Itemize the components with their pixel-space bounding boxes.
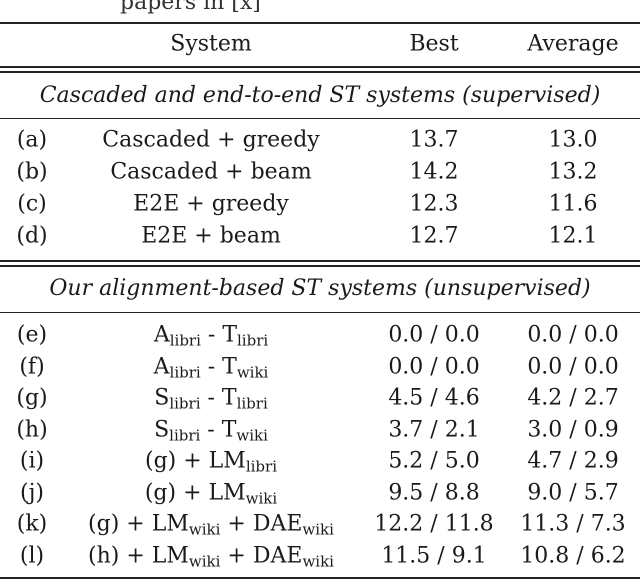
table-row: (l) (h) + LMwiki + DAEwiki 11.5 / 9.1 10.8 … [0,540,640,572]
row-best: 13.7 [409,127,459,153]
row-best: 0.0 / 0.0 [388,354,480,379]
row-best: 12.7 [409,223,459,249]
header-best: Best [409,31,459,57]
table-top-rule [0,22,640,24]
row-id: (k) [16,511,48,537]
header-system: System [170,31,252,57]
row-system: Slibri - Tlibri [154,385,268,413]
row-average: 11.3 / 7.3 [520,511,626,537]
row-system: Alibri - Twiki [153,354,269,381]
row-system: (g) + LMlibri [145,448,277,476]
section-unsupervised-title: Our alignment-based ST systems (unsuperv… [49,276,591,301]
row-id: (g) [16,385,48,411]
section-double-rule-top [0,260,640,262]
table-row: (k) (g) + LMwiki + DAEwiki 12.2 / 11.8 11.3… [0,508,640,540]
table-row: (a) Cascaded + greedy 13.7 13.0 [0,124,640,156]
row-id: (c) [17,191,47,217]
row-id: (l) [19,543,45,568]
row-best: 12.2 / 11.8 [374,511,494,537]
row-id: (i) [19,448,45,474]
row-average: 4.2 / 2.7 [527,385,619,411]
row-average: 13.2 [548,159,598,185]
row-system: (h) + LMwiki + DAEwiki [88,543,334,570]
header-average: Average [527,31,619,57]
row-system: Alibri - Tlibri [153,322,269,350]
row-average: 0.0 / 0.0 [527,322,619,348]
row-best: 11.5 / 9.1 [381,543,487,568]
row-system: E2E + greedy [133,191,289,217]
row-best: 0.0 / 0.0 [388,322,480,348]
preceding-text-fragment: papers in [x] [120,0,261,15]
row-best: 9.5 / 8.8 [388,480,480,505]
section-supervised-title: Cascaded and end-to-end ST systems (supe… [39,83,601,108]
row-id: (h) [16,417,48,442]
row-system: Cascaded + greedy [102,127,320,153]
row-average: 0.0 / 0.0 [527,354,619,379]
row-system: Cascaded + beam [110,159,312,185]
row-average: 10.8 / 6.2 [520,543,626,568]
row-average: 4.7 / 2.9 [527,448,619,474]
table-row: (i) (g) + LMlibri 5.2 / 5.0 4.7 / 2.9 [0,445,640,477]
row-id: (b) [16,159,48,185]
header-double-rule-top [0,66,640,68]
row-id: (j) [20,480,44,505]
row-system: (g) + LMwiki [144,480,278,507]
row-id: (d) [16,223,48,249]
table-row: (b) Cascaded + beam 14.2 13.2 [0,156,640,188]
table-row: (j) (g) + LMwiki 9.5 / 8.8 9.0 / 5.7 [0,477,640,509]
row-best: 3.7 / 2.1 [388,417,480,442]
row-id: (a) [16,127,48,153]
table-header-row: System Best Average [0,28,640,60]
row-average: 13.0 [548,127,598,153]
header-double-rule-bottom [0,71,640,73]
row-system: E2E + beam [141,223,281,249]
row-average: 11.6 [548,191,598,217]
row-id: (e) [16,322,48,348]
table-bottom-rule [0,577,640,579]
table-row: (e) Alibri - Tlibri 0.0 / 0.0 0.0 / 0.0 [0,319,640,351]
row-best: 12.3 [409,191,459,217]
row-best: 14.2 [409,159,459,185]
row-system: Slibri - Twiki [154,417,268,444]
section-supervised-rule [0,118,640,120]
row-best: 5.2 / 5.0 [388,448,480,474]
row-id: (f) [19,354,45,379]
table-row: (f) Alibri - Twiki 0.0 / 0.0 0.0 / 0.0 [0,351,640,383]
row-average: 9.0 / 5.7 [527,480,619,505]
table-row: (c) E2E + greedy 12.3 11.6 [0,188,640,220]
row-average: 12.1 [548,223,598,249]
table-row: (h) Slibri - Twiki 3.7 / 2.1 3.0 / 0.9 [0,414,640,446]
section-double-rule-bottom [0,265,640,267]
row-average: 3.0 / 0.9 [527,417,619,442]
table-row: (d) E2E + beam 12.7 12.1 [0,220,640,252]
section-unsupervised-rule [0,312,640,314]
row-best: 4.5 / 4.6 [388,385,480,411]
row-system: (g) + LMwiki + DAEwiki [88,511,334,539]
table-row: (g) Slibri - Tlibri 4.5 / 4.6 4.2 / 2.7 [0,382,640,414]
